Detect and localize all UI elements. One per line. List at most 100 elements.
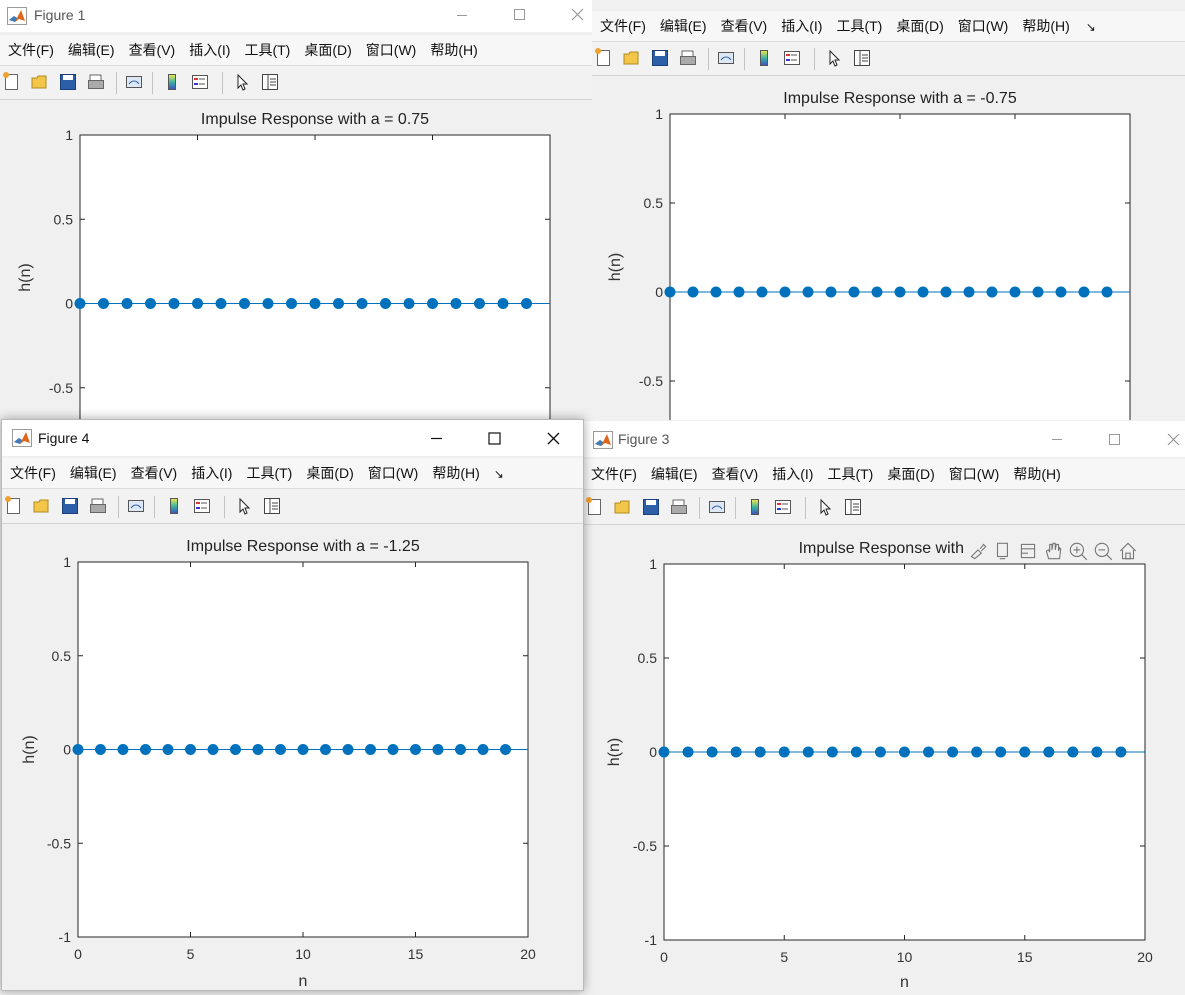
property-inspector-icon[interactable] [843, 497, 863, 517]
property-inspector-icon[interactable] [260, 72, 280, 92]
menu-tools[interactable]: 工具(T) [244, 42, 291, 58]
menu-insert[interactable]: 插入(I) [189, 42, 231, 58]
save-icon[interactable] [650, 48, 670, 68]
menu-tools[interactable]: 工具(T) [246, 465, 293, 481]
menu-desktop[interactable]: 桌面(D) [306, 465, 354, 481]
pan-hand-icon[interactable] [1042, 540, 1064, 562]
open-file-icon[interactable] [32, 496, 52, 516]
menu-tools[interactable]: 工具(T) [836, 18, 883, 34]
open-file-icon[interactable] [622, 48, 642, 68]
link-plot-icon[interactable] [707, 497, 727, 517]
link-plot-icon[interactable] [716, 48, 736, 68]
menu-view[interactable]: 查看(V) [130, 465, 178, 481]
property-inspector-icon[interactable] [262, 496, 282, 516]
figure4-window[interactable]: Figure 4 文件(F) 编辑(E) 查看(V) 插入(I) 工具(T) 桌面(D) 窗… [1, 419, 584, 991]
minimize-icon[interactable] [1035, 423, 1079, 455]
menu-overflow-icon[interactable]: ↘ [1085, 20, 1096, 34]
close-icon[interactable] [531, 422, 575, 454]
menu-desktop[interactable]: 桌面(D) [896, 18, 944, 34]
menu-desktop[interactable]: 桌面(D) [304, 42, 352, 58]
menu-window[interactable]: 窗口(W) [365, 42, 417, 58]
link-plot-icon[interactable] [124, 72, 144, 92]
menu-view[interactable]: 查看(V) [128, 42, 176, 58]
brush-data-icon[interactable] [967, 540, 989, 562]
stem-marker [500, 744, 511, 755]
maximize-icon[interactable] [472, 422, 516, 454]
minimize-icon[interactable] [440, 0, 484, 32]
legend-icon[interactable] [192, 496, 212, 516]
menu-help[interactable]: 帮助(H) [1022, 18, 1070, 34]
stem-marker [730, 746, 742, 758]
minimize-icon[interactable] [414, 422, 458, 454]
colorbar-icon[interactable] [162, 72, 182, 92]
menu-help[interactable]: 帮助(H) [432, 465, 480, 481]
figure3-window[interactable]: Figure 3 文件(F) 编辑(E) 查看(V) 插入(I) 工具(T) 桌面(D) 窗… [583, 421, 1185, 995]
new-figure-icon[interactable] [4, 496, 24, 516]
menu-edit[interactable]: 编辑(E) [67, 42, 115, 58]
legend-icon[interactable] [773, 497, 793, 517]
edit-plot-arrow-icon[interactable] [824, 48, 844, 68]
figure2-window[interactable]: 文件(F) 编辑(E) 查看(V) 插入(I) 工具(T) 桌面(D) 窗口(W) 帮助(H)… [592, 0, 1185, 420]
edit-plot-arrow-icon[interactable] [815, 497, 835, 517]
maximize-icon[interactable] [1093, 423, 1137, 455]
save-icon[interactable] [641, 497, 661, 517]
edit-plot-arrow-icon[interactable] [234, 496, 254, 516]
menu-window[interactable]: 窗口(W) [957, 18, 1009, 34]
menu-view[interactable]: 查看(V) [711, 466, 759, 482]
menu-insert[interactable]: 插入(I) [772, 466, 814, 482]
figure3-titlebar[interactable]: Figure 3 [583, 421, 1185, 457]
legend-icon[interactable] [190, 72, 210, 92]
colorbar-icon[interactable] [745, 497, 765, 517]
figure4-titlebar[interactable]: Figure 4 [2, 420, 583, 456]
rotate-icon[interactable] [1017, 540, 1039, 562]
figure1-window[interactable]: Figure 1 文件(F) 编辑(E) 查看(V) 插入(I) 工具(T) 桌面(D) 窗… [0, 0, 592, 420]
menu-overflow-icon[interactable]: ↘ [493, 467, 504, 481]
new-figure-icon[interactable] [585, 497, 605, 517]
zoom-out-icon[interactable] [1092, 540, 1114, 562]
figure1-titlebar[interactable]: Figure 1 [0, 0, 592, 32]
new-figure-icon[interactable] [2, 72, 22, 92]
menu-edit[interactable]: 编辑(E) [69, 465, 117, 481]
menu-help[interactable]: 帮助(H) [1013, 466, 1061, 482]
open-file-icon[interactable] [613, 497, 633, 517]
menu-insert[interactable]: 插入(I) [191, 465, 233, 481]
menu-window[interactable]: 窗口(W) [367, 465, 419, 481]
link-plot-icon[interactable] [126, 496, 146, 516]
data-tips-icon[interactable] [992, 540, 1014, 562]
legend-icon[interactable] [782, 48, 802, 68]
menu-view[interactable]: 查看(V) [720, 18, 768, 34]
edit-plot-arrow-icon[interactable] [232, 72, 252, 92]
colorbar-icon[interactable] [164, 496, 184, 516]
menu-edit[interactable]: 编辑(E) [650, 466, 698, 482]
save-icon[interactable] [60, 496, 80, 516]
restore-view-home-icon[interactable] [1117, 540, 1139, 562]
x-tick-label: 20 [520, 946, 536, 962]
menu-window[interactable]: 窗口(W) [948, 466, 1000, 482]
close-icon[interactable] [556, 0, 592, 32]
save-icon[interactable] [58, 72, 78, 92]
menu-file[interactable]: 文件(F) [10, 465, 56, 481]
property-inspector-icon[interactable] [852, 48, 872, 68]
stem-marker [871, 286, 883, 298]
y-axis-label: h(n) [17, 263, 34, 291]
maximize-icon[interactable] [498, 0, 542, 32]
print-icon[interactable] [669, 497, 689, 517]
print-icon[interactable] [88, 496, 108, 516]
menu-insert[interactable]: 插入(I) [781, 18, 823, 34]
open-file-icon[interactable] [30, 72, 50, 92]
menu-file[interactable]: 文件(F) [600, 18, 646, 34]
menu-file[interactable]: 文件(F) [8, 42, 54, 58]
close-icon[interactable] [1151, 423, 1185, 455]
zoom-in-icon[interactable] [1067, 540, 1089, 562]
toolbar-separator [222, 72, 223, 94]
menu-desktop[interactable]: 桌面(D) [887, 466, 935, 482]
menu-help[interactable]: 帮助(H) [430, 42, 478, 58]
menu-file[interactable]: 文件(F) [591, 466, 637, 482]
menu-edit[interactable]: 编辑(E) [659, 18, 707, 34]
print-icon[interactable] [678, 48, 698, 68]
new-figure-icon[interactable] [594, 48, 614, 68]
menu-tools[interactable]: 工具(T) [827, 466, 874, 482]
print-icon[interactable] [86, 72, 106, 92]
figure4-menubar: 文件(F) 编辑(E) 查看(V) 插入(I) 工具(T) 桌面(D) 窗口(W) 帮助(H)… [2, 458, 583, 489]
colorbar-icon[interactable] [754, 48, 774, 68]
